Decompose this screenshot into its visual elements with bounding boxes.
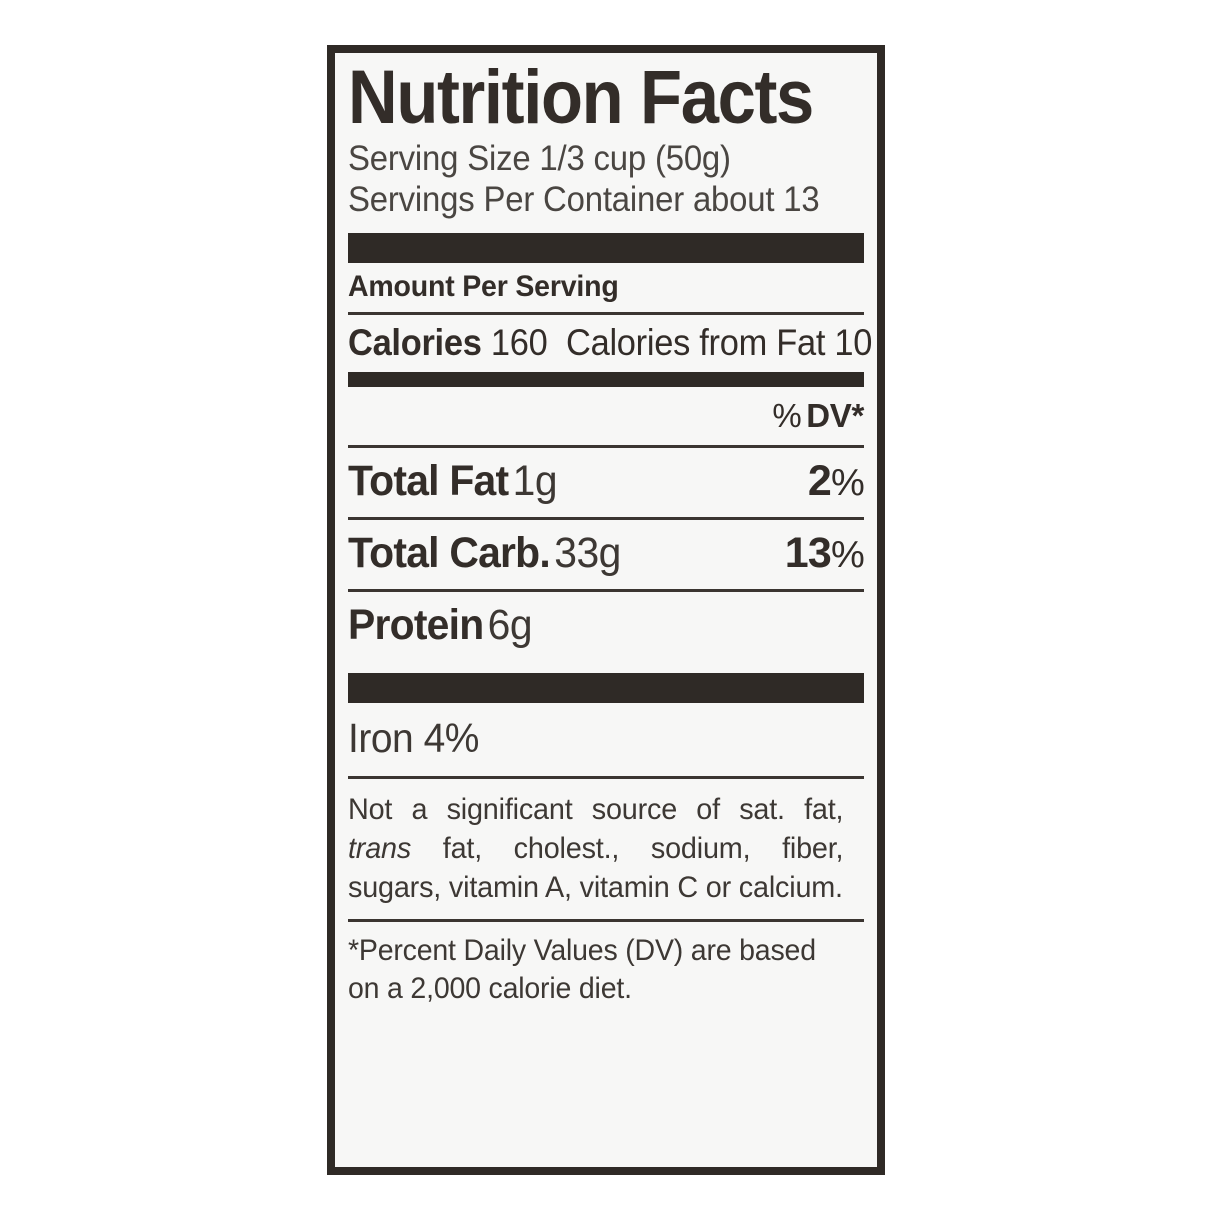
calories-value: 160: [490, 321, 548, 363]
servings-per-container-text: Servings Per Container about 13: [348, 179, 820, 219]
note-line-2-rest: fat, cholest., sodium, fiber,: [411, 831, 844, 865]
calories-label: Calories: [348, 321, 482, 363]
nutrient-name-wrap-total-fat: Total Fat 1g: [348, 456, 558, 506]
nutrient-dv-total-fat: 2%: [807, 456, 865, 506]
divider-rule-above-total-carb: [348, 516, 864, 520]
nutrient-row-total-carb: Total Carb. 33g 13%: [348, 520, 865, 589]
divider-rule-above-note: [348, 775, 864, 779]
daily-value-label: DV*: [806, 396, 864, 434]
note-line-3: sugars, vitamin A, vitamin C or calcium.: [348, 870, 843, 904]
calories-row: Calories 160 Calories from Fat 10: [348, 315, 872, 372]
footnote-line-1: *Percent Daily Values (DV) are based: [348, 933, 816, 967]
serving-size-text: Serving Size 1/3 cup (50g): [348, 138, 731, 178]
nutrient-name-total-fat: Total Fat: [348, 456, 509, 505]
calories-from-fat-value: 10: [834, 321, 873, 363]
nutrient-name-wrap-protein: Protein 6g: [348, 600, 533, 650]
nutrition-facts-title: Nutrition Facts: [348, 55, 814, 140]
amount-per-serving-heading: Amount Per Serving: [348, 269, 619, 303]
nutrient-dv-symbol-total-carb: %: [831, 533, 865, 576]
nutrient-name-total-carb: Total Carb.: [348, 528, 551, 577]
daily-value-header-row: % DV*: [348, 387, 864, 445]
percent-symbol: %: [772, 396, 802, 434]
divider-rule-above-protein: [348, 588, 864, 592]
note-trans-italic: trans: [348, 831, 412, 865]
divider-rule-above-calories: [348, 311, 864, 315]
divider-bar-medium: [348, 371, 864, 387]
nutrient-row-protein: Protein 6g: [348, 592, 864, 661]
serving-info-block: Serving Size 1/3 cup (50g) Servings Per …: [348, 139, 833, 221]
nutrient-amount-total-carb: 33g: [554, 528, 621, 577]
divider-bar-thick-top: [348, 232, 864, 263]
note-line-1: Not a significant source of sat. fat,: [348, 792, 844, 826]
nutrient-row-total-fat: Total Fat 1g 2%: [348, 448, 865, 517]
divider-bar-thick-bottom: [348, 672, 864, 703]
nutrient-dv-number-total-fat: 2: [807, 456, 832, 505]
nutrient-dv-number-total-carb: 13: [784, 528, 832, 577]
note-line-2: trans fat, cholest., sodium, fiber,: [348, 829, 844, 868]
vitamins-minerals-row: Iron 4%: [348, 714, 479, 761]
nutrition-facts-inner: Nutrition Facts Serving Size 1/3 cup (50…: [348, 55, 872, 1177]
nutrient-amount-total-fat: 1g: [512, 456, 558, 505]
not-significant-source-note: Not a significant source of sat. fat, tr…: [348, 779, 844, 919]
daily-value-footnote: *Percent Daily Values (DV) are based on …: [348, 922, 838, 1009]
nutrient-amount-protein: 6g: [487, 600, 533, 649]
nutrient-name-protein: Protein: [348, 600, 484, 649]
divider-rule-above-footnote: [348, 918, 864, 922]
nutrient-dv-total-carb: 13%: [784, 528, 865, 578]
nutrition-facts-panel: Nutrition Facts Serving Size 1/3 cup (50…: [327, 45, 885, 1175]
divider-rule-above-total-fat: [348, 444, 864, 448]
footnote-line-2: on a 2,000 calorie diet.: [348, 972, 632, 1006]
nutrient-name-wrap-total-carb: Total Carb. 33g: [348, 529, 621, 578]
calories-from-fat-label: Calories from Fat: [566, 321, 826, 363]
nutrient-dv-symbol-total-fat: %: [831, 461, 865, 504]
